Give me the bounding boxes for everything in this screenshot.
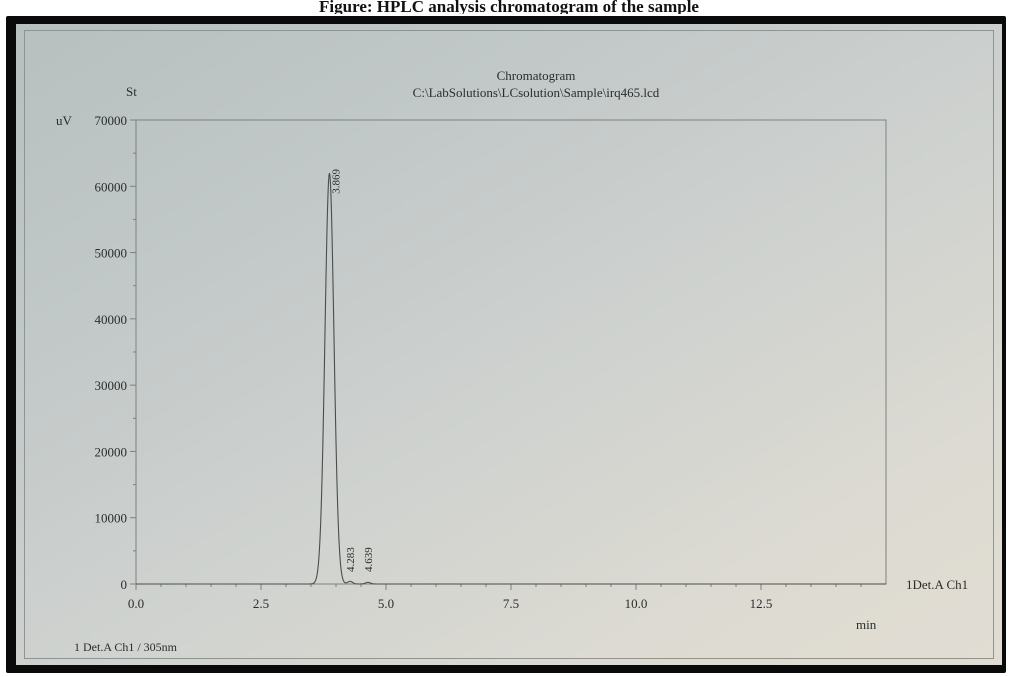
printout-border: [24, 30, 994, 659]
y-tick-label: 50000: [95, 246, 128, 261]
y-tick-label: 40000: [95, 312, 128, 327]
x-axis: 0.0 2.5 5.0 7.5 10.0 12.5: [128, 584, 862, 611]
x-axis-label: min: [856, 617, 877, 632]
corner-label: St: [126, 84, 137, 99]
trace-label: 1Det.A Ch1: [906, 577, 968, 592]
y-tick-label: 60000: [95, 179, 128, 194]
y-axis: 0 10000 20000 30000 40000 50000 60000 70000: [95, 113, 136, 592]
peak-label: 4.639: [363, 547, 375, 572]
peak-label: 4.283: [345, 547, 357, 572]
x-tick-label: 0.0: [128, 596, 144, 611]
y-tick-label: 30000: [95, 378, 128, 393]
peak-labels: 3.869 4.283 4.639: [330, 169, 375, 572]
x-tick-label: 2.5: [253, 596, 269, 611]
chart-title: Chromatogram: [497, 68, 576, 83]
y-tick-label: 10000: [95, 511, 128, 526]
plot-frame: [135, 119, 887, 585]
y-axis-label: uV: [56, 113, 73, 128]
x-tick-label: 12.5: [750, 596, 773, 611]
chromatogram-printout: St Chromatogram C:\LabSolutions\LCsoluti…: [16, 24, 1002, 665]
peak-label: 3.869: [330, 169, 342, 194]
y-tick-label: 70000: [95, 113, 128, 128]
detector-legend: 1 Det.A Ch1 / 305nm: [74, 640, 178, 654]
x-tick-label: 10.0: [625, 596, 648, 611]
x-tick-label: 7.5: [503, 596, 519, 611]
y-tick-label: 20000: [95, 444, 128, 459]
chromatogram-chart: St Chromatogram C:\LabSolutions\LCsoluti…: [56, 68, 968, 654]
y-tick-label: 0: [121, 577, 128, 592]
x-tick-label: 5.0: [378, 596, 394, 611]
chart-subtitle: C:\LabSolutions\LCsolution\Sample\irq465…: [413, 85, 660, 100]
page-title: Figure: HPLC analysis chromatogram of th…: [319, 0, 699, 14]
chromatogram-trace: [136, 172, 886, 585]
